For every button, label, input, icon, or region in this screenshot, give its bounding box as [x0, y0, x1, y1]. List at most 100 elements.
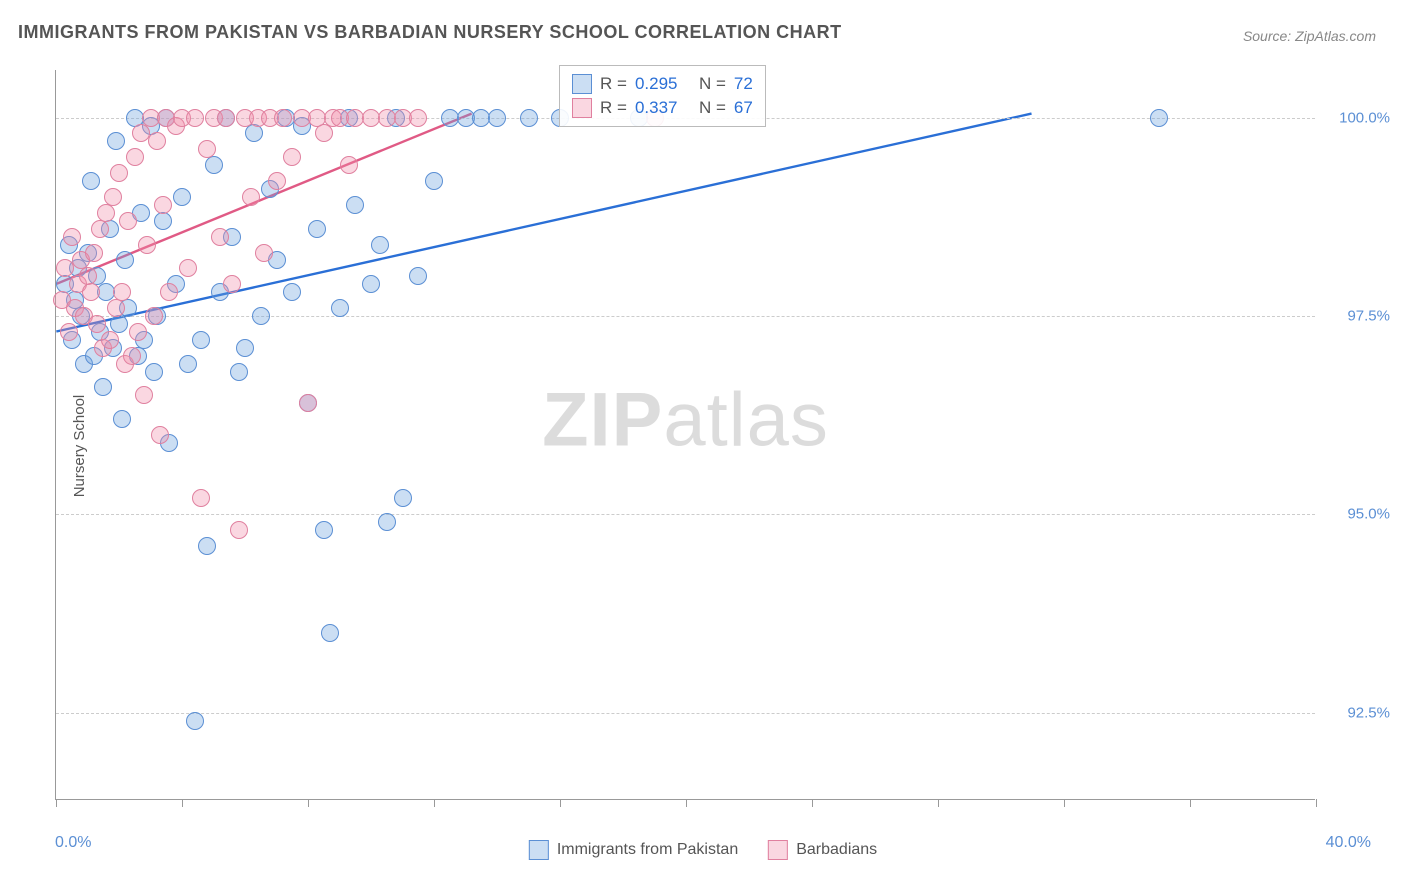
- legend-n-label: N =: [699, 74, 726, 94]
- legend-row: R =0.337N =67: [572, 96, 753, 120]
- data-point: [230, 521, 248, 539]
- data-point: [104, 188, 122, 206]
- data-point: [91, 220, 109, 238]
- data-point: [110, 164, 128, 182]
- x-tick: [434, 799, 435, 807]
- data-point: [340, 156, 358, 174]
- data-point: [135, 386, 153, 404]
- data-point: [409, 109, 427, 127]
- data-point: [97, 204, 115, 222]
- data-point: [205, 156, 223, 174]
- data-point: [60, 323, 78, 341]
- data-point: [520, 109, 538, 127]
- correlation-legend: R =0.295N =72R =0.337N =67: [559, 65, 766, 127]
- legend-item: Immigrants from Pakistan: [529, 840, 738, 860]
- data-point: [308, 220, 326, 238]
- legend-swatch: [768, 840, 788, 860]
- data-point: [371, 236, 389, 254]
- legend-label: Barbadians: [796, 841, 877, 859]
- data-point: [346, 196, 364, 214]
- trend-lines-layer: [56, 70, 1315, 799]
- data-point: [255, 244, 273, 262]
- x-tick: [182, 799, 183, 807]
- data-point: [299, 394, 317, 412]
- y-tick-label: 92.5%: [1347, 704, 1390, 721]
- legend-label: Immigrants from Pakistan: [557, 841, 738, 859]
- y-tick-label: 95.0%: [1347, 506, 1390, 523]
- legend-item: Barbadians: [768, 840, 877, 860]
- data-point: [145, 307, 163, 325]
- series-legend: Immigrants from Pakistan Barbadians: [529, 840, 877, 860]
- legend-r-label: R =: [600, 74, 627, 94]
- data-point: [138, 236, 156, 254]
- gridline: [56, 514, 1315, 515]
- data-point: [488, 109, 506, 127]
- legend-swatch: [529, 840, 549, 860]
- legend-n-value: 67: [734, 98, 753, 118]
- x-tick: [938, 799, 939, 807]
- data-point: [85, 244, 103, 262]
- data-point: [236, 339, 254, 357]
- data-point: [119, 212, 137, 230]
- data-point: [245, 124, 263, 142]
- x-tick: [56, 799, 57, 807]
- x-tick: [1064, 799, 1065, 807]
- x-tick: [812, 799, 813, 807]
- data-point: [186, 712, 204, 730]
- data-point: [179, 355, 197, 373]
- legend-n-value: 72: [734, 74, 753, 94]
- data-point: [331, 299, 349, 317]
- data-point: [362, 275, 380, 293]
- legend-r-label: R =: [600, 98, 627, 118]
- legend-n-label: N =: [699, 98, 726, 118]
- x-tick: [1316, 799, 1317, 807]
- data-point: [94, 378, 112, 396]
- data-point: [425, 172, 443, 190]
- chart-title: IMMIGRANTS FROM PAKISTAN VS BARBADIAN NU…: [18, 22, 842, 43]
- chart-container: IMMIGRANTS FROM PAKISTAN VS BARBADIAN NU…: [0, 0, 1406, 892]
- data-point: [173, 188, 191, 206]
- source-attribution: Source: ZipAtlas.com: [1243, 28, 1376, 44]
- y-tick-label: 100.0%: [1339, 109, 1390, 126]
- x-max-label: 40.0%: [1326, 834, 1371, 852]
- data-point: [217, 109, 235, 127]
- data-point: [1150, 109, 1168, 127]
- data-point: [116, 251, 134, 269]
- data-point: [268, 172, 286, 190]
- watermark-atlas: atlas: [663, 377, 829, 462]
- data-point: [394, 489, 412, 507]
- data-point: [242, 188, 260, 206]
- data-point: [145, 363, 163, 381]
- x-tick: [560, 799, 561, 807]
- gridline: [56, 713, 1315, 714]
- data-point: [160, 283, 178, 301]
- data-point: [88, 315, 106, 333]
- data-point: [223, 275, 241, 293]
- data-point: [315, 521, 333, 539]
- x-tick: [308, 799, 309, 807]
- data-point: [107, 299, 125, 317]
- gridline: [56, 316, 1315, 317]
- data-point: [151, 426, 169, 444]
- data-point: [179, 259, 197, 277]
- x-tick: [1190, 799, 1191, 807]
- data-point: [252, 307, 270, 325]
- legend-row: R = 0.295 N = 72: [572, 72, 753, 96]
- data-point: [283, 148, 301, 166]
- data-point: [101, 331, 119, 349]
- data-point: [82, 283, 100, 301]
- data-point: [129, 323, 147, 341]
- legend-swatch: [572, 74, 592, 94]
- data-point: [123, 347, 141, 365]
- data-point: [321, 624, 339, 642]
- data-point: [283, 283, 301, 301]
- data-point: [274, 109, 292, 127]
- data-point: [63, 228, 81, 246]
- legend-r-value: 0.295: [635, 74, 691, 94]
- data-point: [409, 267, 427, 285]
- data-point: [378, 513, 396, 531]
- data-point: [82, 172, 100, 190]
- data-point: [192, 331, 210, 349]
- data-point: [154, 212, 172, 230]
- watermark-zip: ZIP: [542, 377, 663, 462]
